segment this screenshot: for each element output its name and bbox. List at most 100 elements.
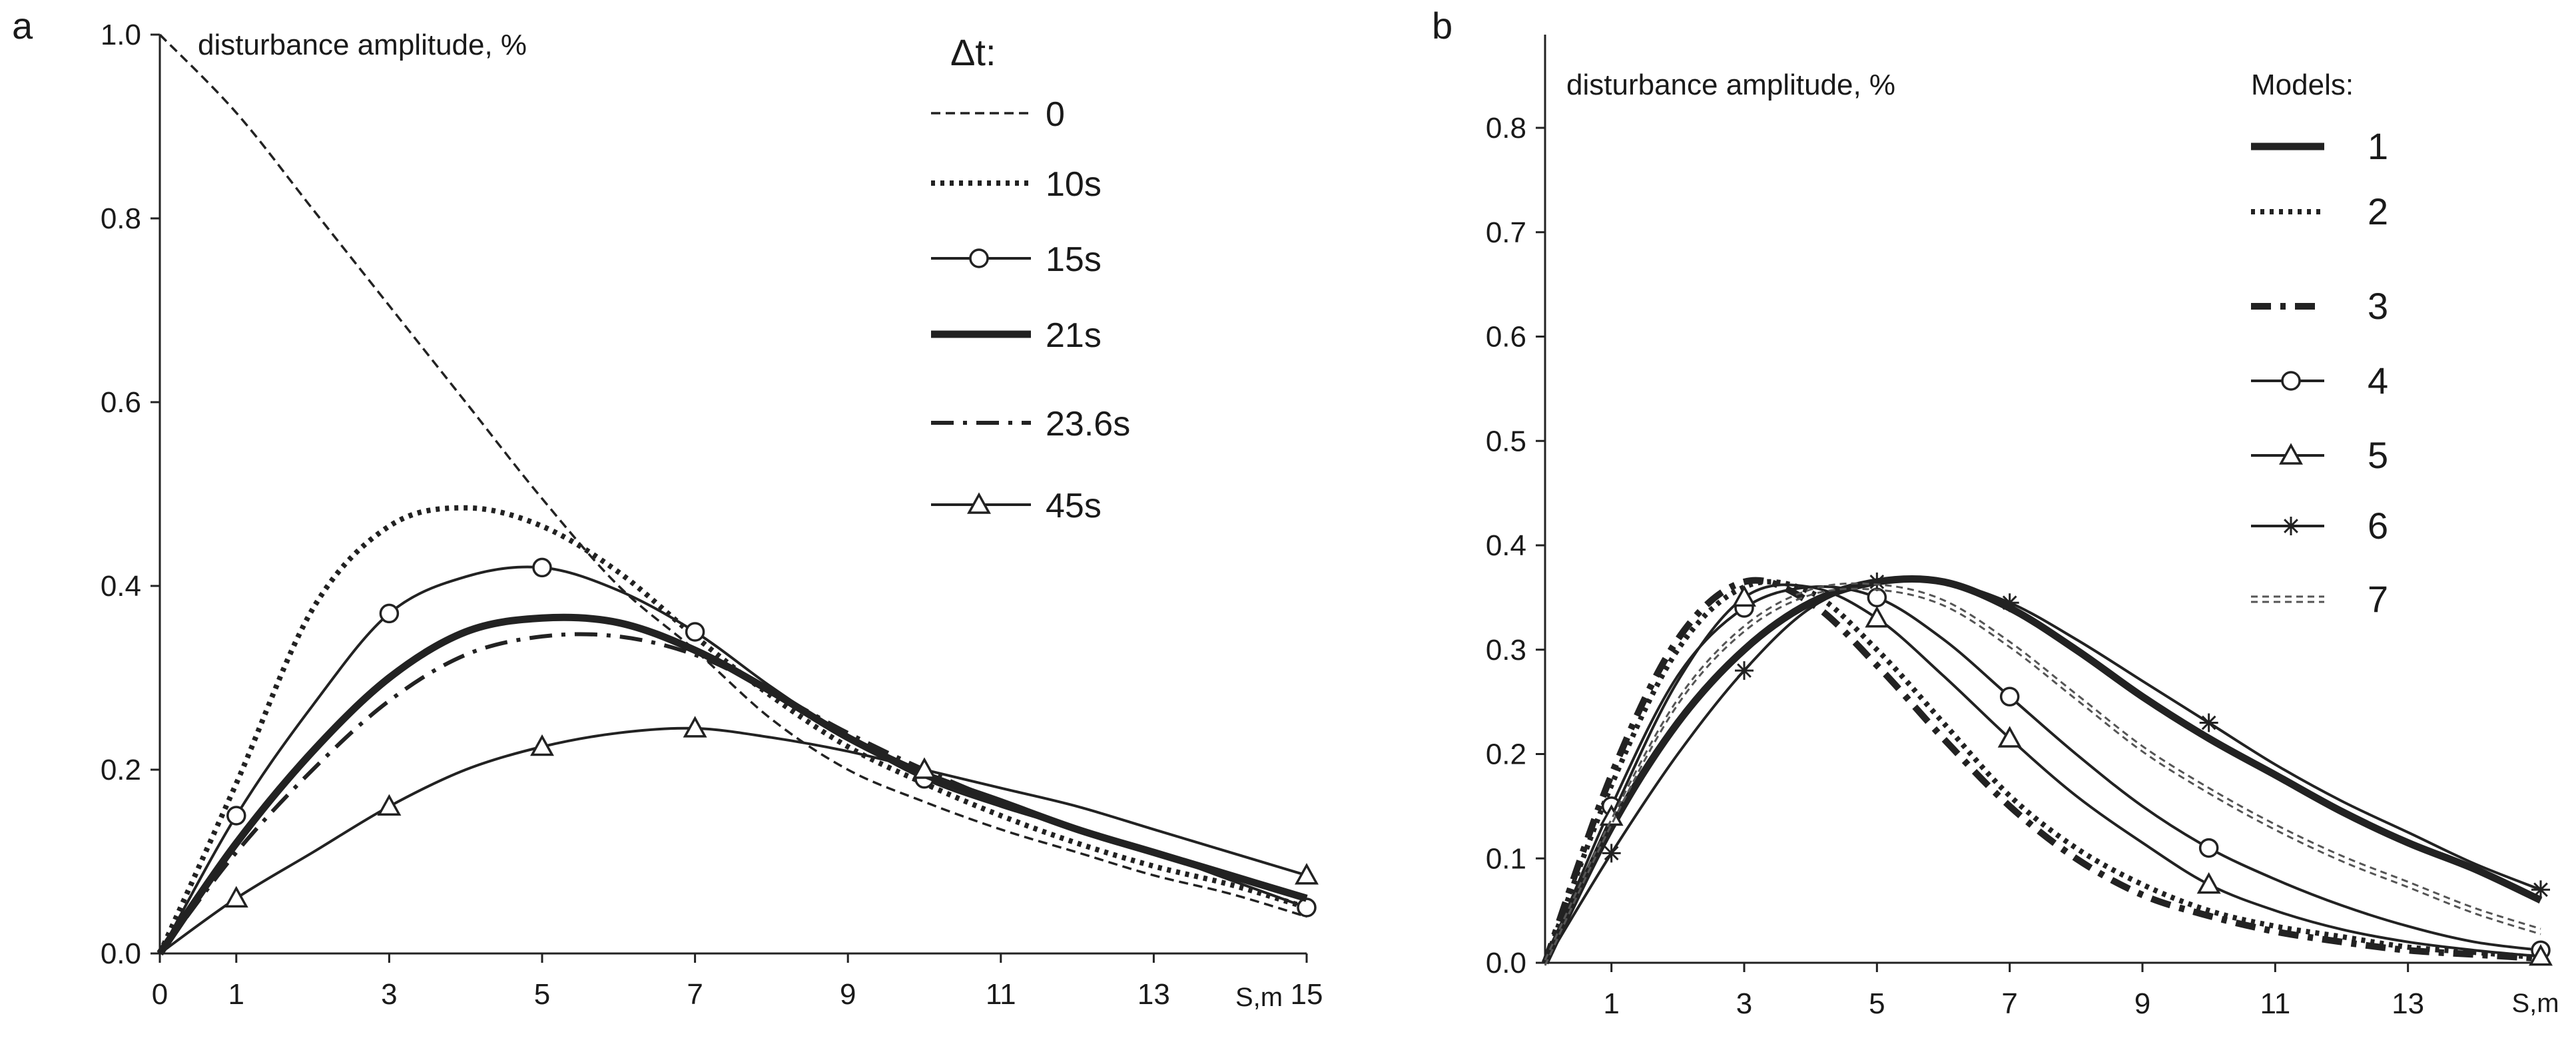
data-point-marker (1867, 587, 1887, 608)
legend-item-45s: 45s (931, 487, 1102, 525)
series-7 (1544, 582, 2541, 966)
series-line (1542, 577, 2541, 964)
legend-item-3: 3 (2251, 285, 2388, 327)
x-tick-label: 1 (1603, 987, 1619, 1020)
series-line (1544, 577, 2541, 964)
legend-item-23.6s: 23.6s (931, 405, 1130, 443)
data-point-marker (2196, 872, 2221, 894)
series-5 (1544, 583, 2553, 966)
data-point-marker (377, 794, 402, 816)
series-45s (159, 716, 1319, 955)
legend-label: 1 (2368, 125, 2388, 167)
data-point-marker (1999, 686, 2020, 707)
y-tick-label: 0.4 (101, 570, 141, 603)
y-tick-label: 0.6 (101, 386, 141, 419)
panel-a-letter: a (12, 5, 33, 47)
panel-a-x-axis-label: S,m (1235, 983, 1283, 1012)
data-point-marker (1599, 804, 1624, 826)
legend-item-10s: 10s (931, 165, 1102, 204)
series-line (1542, 575, 2543, 965)
series-line (159, 33, 1307, 918)
panel-a-legend-title: Δt: (950, 31, 996, 73)
x-tick-label: 9 (2134, 987, 2150, 1020)
panel-a-legend: Δt: 0 10s 15s 21s 23.6s 45s (931, 31, 1130, 525)
data-point-marker (1865, 606, 1889, 628)
data-point-marker (530, 734, 554, 756)
panel-b-legend-title: Models: (2251, 69, 2354, 101)
x-tick-label: 5 (1869, 987, 1885, 1020)
y-tick-label: 0.2 (101, 754, 141, 786)
data-point-marker (683, 716, 707, 738)
series-line (1544, 583, 2541, 963)
legend-label: 10s (1046, 165, 1102, 204)
x-tick-label: 15 (1291, 978, 1323, 1011)
legend-item-1: 1 (2251, 125, 2388, 167)
series-line (159, 565, 1307, 954)
series-line (1544, 585, 2541, 963)
legend-label: 21s (1046, 316, 1102, 355)
x-tick-label: 7 (2001, 987, 2017, 1020)
series-23.6s (158, 632, 1307, 955)
x-tick-label: 11 (2260, 987, 2290, 1020)
series-line (159, 726, 1307, 955)
data-point-marker (1867, 572, 1887, 591)
panel-b-y-axis-label: disturbance amplitude, % (1566, 69, 1895, 101)
x-tick-label: 7 (687, 978, 703, 1011)
legend-label: 7 (2368, 578, 2388, 620)
x-axis-unit-label: S,m (2511, 989, 2559, 1018)
legend-marker (2282, 517, 2300, 535)
panel-b-chart: b 0.00.10.20.30.40.50.60.70.8 1 3 5 7 9 11 13 S… (1432, 5, 2559, 1020)
data-point-marker (1732, 585, 1756, 607)
x-tick-label: 1 (228, 978, 244, 1011)
panel-a-y-axis-label: disturbance amplitude, % (198, 29, 527, 61)
series-line (1542, 579, 2541, 964)
x-tick-label: 9 (840, 978, 856, 1011)
x-tick-label: 3 (1736, 987, 1752, 1020)
data-point-marker (379, 603, 400, 624)
data-point-marker (2531, 880, 2550, 900)
legend-marker (2279, 443, 2303, 465)
data-point-marker (226, 806, 246, 826)
y-tick-label: 0.3 (1486, 634, 1526, 666)
legend-item-21s: 21s (931, 316, 1102, 355)
series-line (157, 613, 1308, 956)
data-point-marker (1997, 726, 2022, 748)
legend-item-6: 6 (2251, 505, 2388, 547)
data-point-marker (1297, 898, 1317, 918)
legend-label: 5 (2368, 434, 2388, 476)
legend-label: 23.6s (1046, 405, 1130, 443)
y-tick-label: 0.0 (1486, 947, 1526, 979)
series-line (1544, 582, 2541, 961)
data-point-marker (2529, 943, 2553, 966)
x-tick-label: 13 (2392, 987, 2424, 1020)
y-tick-label: 0.0 (101, 937, 141, 970)
legend-item-7: 7 (2251, 578, 2388, 620)
x-tick-label: 3 (381, 978, 397, 1011)
legend-label: 6 (2368, 505, 2388, 547)
legend-label: 4 (2368, 360, 2388, 401)
y-tick-label: 1.0 (101, 19, 141, 51)
series-6 (1544, 572, 2550, 964)
legend-marker (967, 492, 991, 514)
y-tick-label: 0.8 (1486, 112, 1526, 144)
legend-item-4: 4 (2251, 360, 2388, 401)
legend-label: 45s (1046, 487, 1102, 525)
data-point-marker (1602, 844, 1621, 863)
series-21s (157, 613, 1308, 956)
data-point-marker (532, 557, 552, 578)
legend-item-2: 2 (2251, 190, 2388, 232)
data-point-marker (224, 886, 248, 908)
data-point-marker (2198, 838, 2219, 858)
y-tick-label: 0.7 (1486, 216, 1526, 249)
legend-label: 0 (1046, 95, 1065, 134)
legend-item-0: 0 (931, 95, 1065, 134)
series-2 (1542, 579, 2541, 964)
data-point-marker (2199, 713, 2218, 732)
panel-b-letter: b (1432, 5, 1452, 47)
y-tick-label: 0.1 (1486, 842, 1526, 875)
legend-label: 15s (1046, 240, 1102, 279)
data-point-marker (1295, 863, 1319, 885)
x-tick-label: 0 (152, 978, 168, 1011)
legend-label: 2 (2368, 190, 2388, 232)
series-1 (1542, 575, 2543, 965)
